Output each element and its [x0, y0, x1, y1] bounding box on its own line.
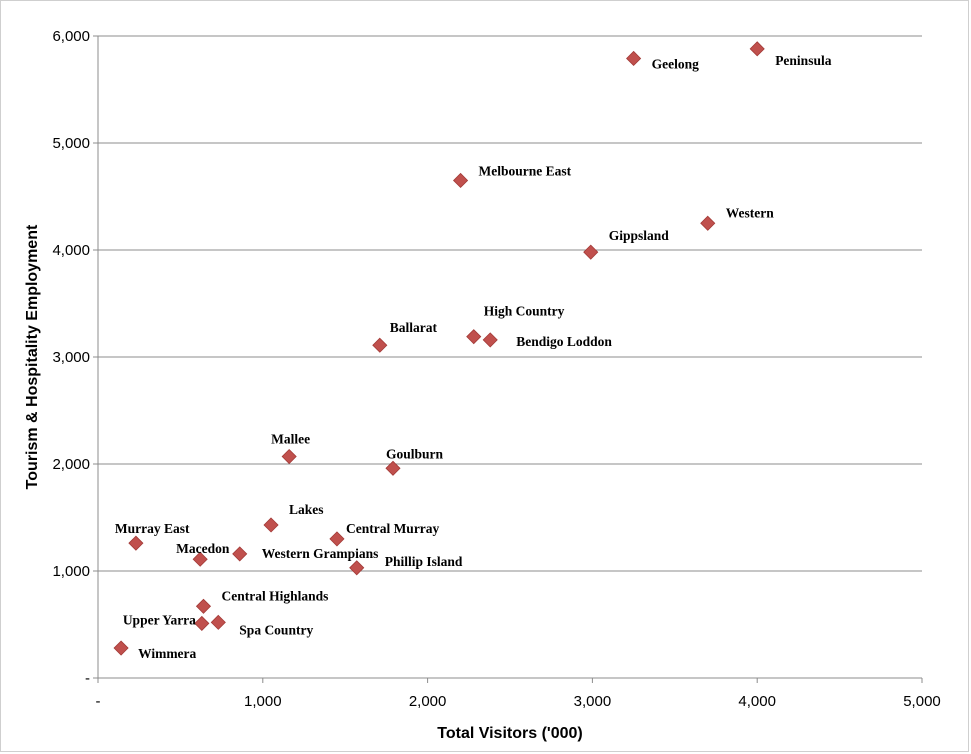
- gridlines: [93, 35, 923, 683]
- data-point: [263, 517, 279, 533]
- point-label: Western: [726, 205, 774, 220]
- data-point: [128, 535, 144, 551]
- y-tick-label: 6,000: [52, 28, 90, 45]
- data-point: [749, 41, 765, 57]
- point-label: Phillip Island: [385, 554, 463, 569]
- point-label: Ballarat: [390, 320, 438, 335]
- data-point: [583, 244, 599, 260]
- data-point: [281, 448, 297, 465]
- y-tick-label: 4,000: [52, 242, 90, 259]
- data-point: [349, 560, 365, 576]
- data-point: [700, 215, 716, 231]
- x-axis-title: Total Visitors ('000): [437, 725, 582, 742]
- data-points: [113, 41, 765, 656]
- data-point: [452, 172, 469, 189]
- point-label: Peninsula: [775, 53, 832, 68]
- data-point: [482, 332, 498, 348]
- point-label: Macedon: [176, 541, 230, 556]
- x-tick-label: 1,000: [244, 693, 282, 710]
- data-point: [372, 337, 388, 353]
- data-point: [626, 50, 642, 67]
- y-axis-title: Tourism & Hospitality Employment: [24, 224, 41, 489]
- x-tick-label: 5,000: [903, 693, 941, 710]
- x-tick-label: 2,000: [409, 693, 447, 710]
- point-label: Mallee: [271, 432, 310, 447]
- x-tick-label: 3,000: [574, 693, 612, 710]
- data-point: [113, 640, 129, 656]
- point-label: Upper Yarra: [123, 612, 196, 627]
- point-label: Geelong: [652, 56, 699, 71]
- data-point: [210, 614, 226, 630]
- data-point: [329, 531, 345, 547]
- y-tick-label: -: [85, 670, 90, 687]
- point-label: Gippsland: [609, 228, 670, 243]
- point-label: Spa Country: [239, 622, 313, 637]
- data-point: [385, 460, 401, 476]
- y-tick-label: 3,000: [52, 349, 90, 366]
- data-point: [195, 598, 212, 614]
- tick-labels: - 1,000 2,000 3,000 4,000 5,000 6,000 - 1,000 2,0…: [52, 28, 940, 710]
- point-label: Bendigo Loddon: [516, 334, 612, 349]
- x-tick-label: 4,000: [738, 693, 776, 710]
- point-label: Goulburn: [386, 446, 444, 461]
- data-point: [466, 329, 482, 345]
- y-tick-label: 5,000: [52, 135, 90, 152]
- axes: [97, 36, 922, 679]
- point-labels: Peninsula Geelong Melbourne East Western Gip…: [115, 53, 832, 661]
- y-tick-label: 1,000: [52, 563, 90, 580]
- point-label: Murray East: [115, 521, 190, 536]
- point-label: Melbourne East: [479, 163, 572, 178]
- point-label: Central Highlands: [221, 588, 328, 603]
- point-label: Lakes: [289, 502, 324, 517]
- data-point: [232, 546, 248, 562]
- point-label: High Country: [484, 304, 565, 319]
- point-label: Western Grampians: [262, 546, 379, 561]
- data-point: [192, 551, 208, 567]
- point-label: Wimmera: [138, 646, 196, 661]
- point-label: Central Murray: [346, 521, 440, 536]
- y-tick-label: 2,000: [52, 456, 90, 473]
- x-tick-label: -: [96, 693, 101, 710]
- data-point: [194, 615, 210, 631]
